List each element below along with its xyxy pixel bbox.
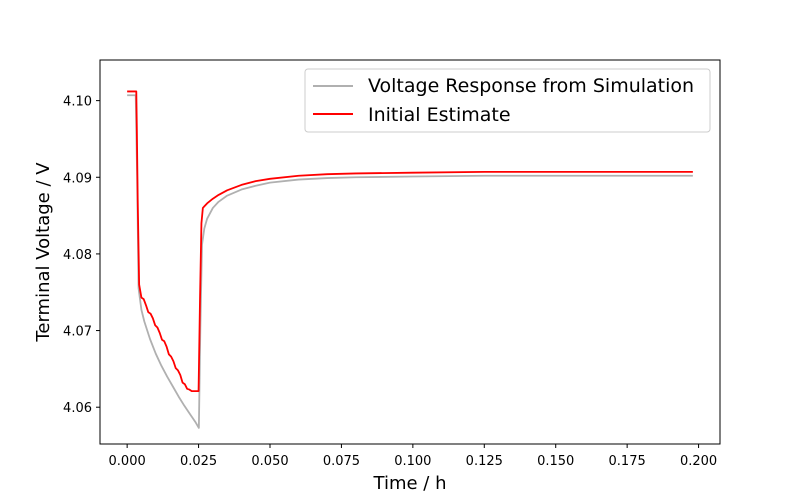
plot-area-frame [99,59,721,445]
y-axis: 4.06 4.07 4.08 4.09 4.10 [63,95,100,416]
plot-lines [127,90,693,429]
x-tick-label: 0.000 [109,454,146,469]
x-axis-title: Time / h [373,473,447,494]
legend-box [304,68,711,133]
y-tick-label: 4.09 [63,171,92,186]
legend: Voltage Response from Simulation Initial… [304,68,711,133]
y-tick-label: 4.08 [63,248,92,263]
y-axis-title: Terminal Voltage / V [33,162,54,343]
series-line-simulation [127,94,693,429]
x-tick-label: 0.100 [394,454,431,469]
x-tick-label: 0.050 [251,454,288,469]
y-tick-label: 4.07 [63,325,92,340]
x-tick-label: 0.025 [180,454,217,469]
x-tick-label: 0.075 [323,454,360,469]
legend-label-simulation: Voltage Response from Simulation [368,75,694,97]
y-tick-label: 4.10 [63,95,92,110]
x-tick-label: 0.150 [537,454,574,469]
series-line-initial-estimate [127,90,693,393]
x-axis: 0.000 0.025 0.050 0.075 0.100 0.125 0.150 0.175… [109,444,717,469]
x-tick-label: 0.125 [466,454,503,469]
x-tick-label: 0.200 [680,454,717,469]
x-tick-label: 0.175 [609,454,646,469]
y-tick-label: 4.06 [63,401,92,416]
legend-label-initial-estimate: Initial Estimate [368,104,511,126]
